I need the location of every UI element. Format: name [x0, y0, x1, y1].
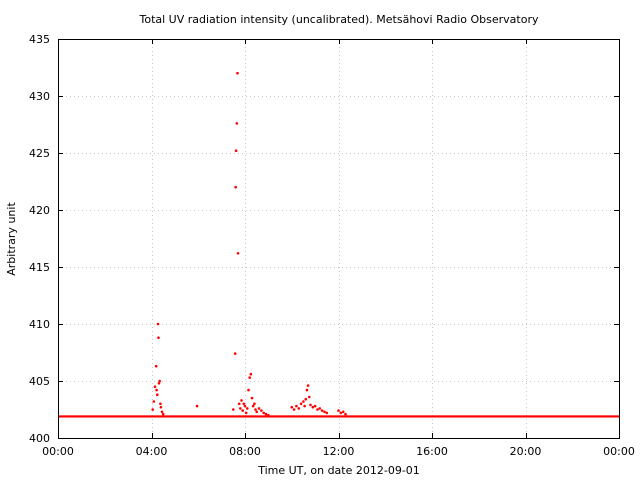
data-point: [312, 406, 315, 409]
data-point: [158, 380, 161, 383]
y-tick-label: 405: [29, 375, 50, 388]
data-point: [260, 409, 263, 412]
data-point: [293, 408, 296, 411]
data-point: [337, 409, 340, 412]
data-point: [342, 411, 345, 414]
data-point: [235, 149, 238, 152]
data-point: [321, 409, 324, 412]
chart-title: Total UV radiation intensity (uncalibrat…: [139, 13, 539, 26]
y-tick-label: 435: [29, 33, 50, 46]
data-point: [156, 393, 159, 396]
data-point: [340, 412, 343, 415]
data-point: [234, 186, 237, 189]
data-point: [237, 252, 240, 255]
data-point: [307, 384, 310, 387]
axis-ticks: [58, 39, 620, 439]
data-point: [246, 407, 249, 410]
y-tick-label: 420: [29, 204, 50, 217]
data-point: [160, 406, 163, 409]
data-point: [232, 408, 235, 411]
data-point: [155, 389, 158, 392]
data-point: [262, 412, 265, 415]
data-point: [265, 413, 268, 416]
data-point: [326, 412, 329, 415]
data-point: [245, 412, 248, 415]
data-point: [243, 403, 246, 406]
data-point: [240, 399, 243, 402]
data-point: [252, 405, 255, 408]
data-point: [298, 407, 301, 410]
data-point: [155, 365, 158, 368]
data-point: [258, 407, 261, 410]
y-tick-label: 410: [29, 318, 50, 331]
data-point: [251, 397, 254, 400]
baseline-series-band: [58, 415, 619, 417]
data-point: [344, 413, 347, 416]
data-point: [302, 400, 305, 403]
data-point: [314, 405, 317, 408]
data-point: [241, 409, 244, 412]
data-point: [157, 323, 160, 326]
data-point: [158, 382, 161, 385]
data-point: [295, 405, 298, 408]
data-point: [154, 385, 157, 388]
data-point: [308, 396, 311, 399]
data-point: [162, 413, 165, 416]
data-point: [291, 406, 294, 409]
data-point: [151, 408, 154, 411]
x-tick-label: 20:00: [510, 445, 542, 458]
data-point: [254, 408, 257, 411]
x-tick-label: 08:00: [229, 445, 261, 458]
x-axis-label: Time UT, on date 2012-09-01: [257, 464, 420, 477]
y-tick-label: 400: [29, 432, 50, 445]
data-point: [300, 403, 303, 406]
grid: [58, 39, 619, 438]
data-point: [153, 400, 156, 403]
y-tick-label: 415: [29, 261, 50, 274]
data-point: [248, 376, 251, 379]
x-tick-label: 00:00: [42, 445, 74, 458]
data-point: [303, 405, 306, 408]
data-points: [58, 72, 619, 418]
y-axis-label: Arbitrary unit: [5, 202, 18, 276]
x-tick-label: 12:00: [323, 445, 355, 458]
x-tick-label: 00:00: [603, 445, 635, 458]
data-point: [267, 414, 270, 417]
data-point: [316, 408, 319, 411]
y-tick-label: 430: [29, 90, 50, 103]
y-tick-label: 425: [29, 147, 50, 160]
data-point: [253, 403, 256, 406]
x-tick-label: 16:00: [416, 445, 448, 458]
data-point: [323, 411, 326, 414]
x-tick-labels: 00:00 04:00 08:00 12:00 16:00 20:00 00:00: [42, 445, 635, 458]
data-point: [239, 407, 242, 410]
data-point: [159, 403, 162, 406]
data-point: [238, 403, 241, 406]
data-point: [309, 404, 312, 407]
y-tick-labels: 400 405 410 415 420 425 430 435: [29, 33, 50, 445]
data-point: [236, 72, 239, 75]
data-point: [236, 122, 239, 125]
data-point: [306, 389, 309, 392]
data-point: [157, 336, 160, 339]
data-point: [244, 405, 247, 408]
uv-radiation-chart: Total UV radiation intensity (uncalibrat…: [0, 0, 640, 480]
data-point: [305, 398, 308, 401]
data-point: [196, 405, 199, 408]
data-point: [250, 373, 253, 376]
data-point: [319, 407, 322, 410]
data-point: [255, 411, 258, 414]
data-point: [161, 411, 164, 414]
data-point: [247, 389, 250, 392]
data-point: [234, 352, 237, 355]
x-tick-label: 04:00: [136, 445, 168, 458]
